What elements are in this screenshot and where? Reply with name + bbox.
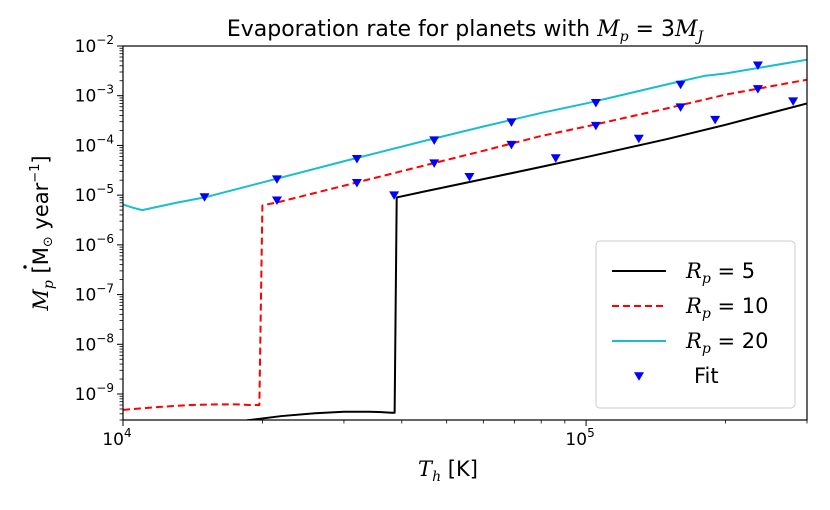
legend: Rp = 5 Rp = 10 Rp = 20 Fit [595,240,796,409]
ticks: 10−9 10−8 10−7 10−6 10−5 10−4 10−3 10−2 104 105 [75,33,808,450]
fit-markers [199,61,799,205]
y-tick-label: 10−5 [75,182,114,206]
series-line-1 [240,102,807,420]
fit-marker [675,103,686,112]
fit-marker [429,159,440,168]
y-tick-label: 10−6 [75,232,114,256]
fit-marker [429,136,440,145]
y-tick-label: 10−7 [75,282,114,306]
fit-marker [675,80,686,90]
legend-label-fit: Fit [694,364,719,388]
fit-marker [506,118,517,127]
y-tick-label: 10−4 [75,132,114,156]
legend-label-3: Rp = 20 [685,329,768,357]
y-tick-label: 10−2 [75,33,114,57]
fit-marker [633,134,644,144]
y-tick-label: 10−8 [75,331,114,355]
x-axis-label: Th [K] [418,457,478,485]
fit-marker [752,85,763,94]
x-tick-label: 104 [102,426,131,450]
fit-marker [590,99,601,108]
fit-marker [271,175,282,184]
y-tick-label: 10−9 [75,381,114,405]
legend-swatch-fit [634,372,644,381]
y-axis-label: Mp [M⊙ year−1] [28,155,57,311]
fit-marker [199,193,210,202]
fit-marker [788,97,799,106]
fit-marker [550,154,561,163]
fit-marker [710,115,721,125]
fit-marker [464,172,475,182]
fit-marker [590,121,601,131]
x-tick-label: 105 [565,426,594,450]
fit-marker [506,140,517,150]
legend-label-1: Rp = 5 [685,259,755,287]
fit-marker [389,191,400,200]
y-axis-label-dot [23,265,27,269]
chart-title: Evaporation rate for planets with Mp = 3… [227,17,705,45]
fit-marker [752,61,763,71]
y-tick-label: 10−3 [75,83,114,107]
fit-marker [351,154,362,164]
fit-marker [271,196,282,205]
series-line-3 [123,58,807,212]
fit-marker [351,178,362,188]
legend-label-2: Rp = 10 [685,294,768,322]
plot-frame [122,45,808,421]
legend-box [595,240,796,409]
